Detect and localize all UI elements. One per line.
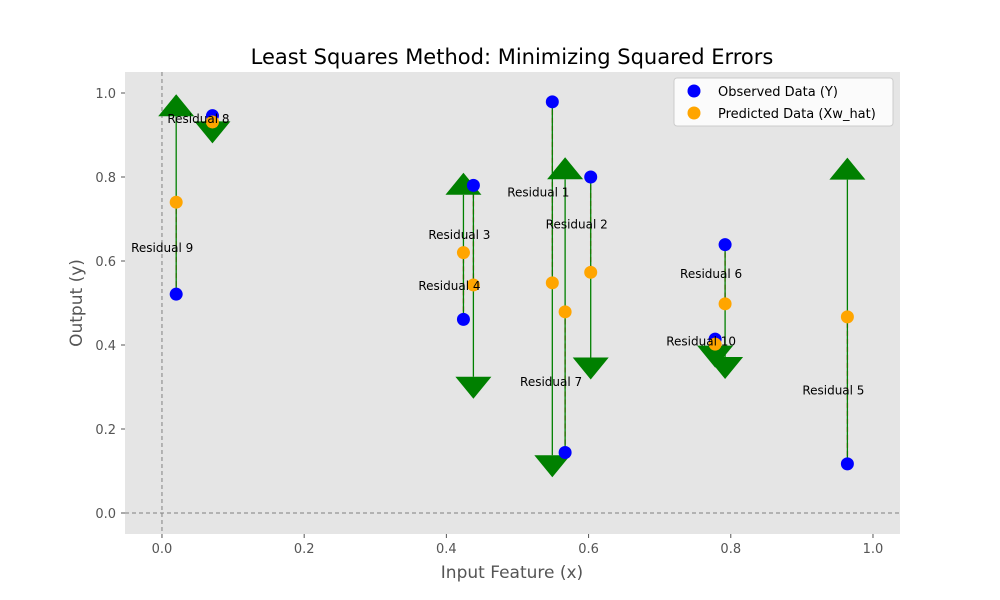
residual-label: Residual 5 [802,383,864,397]
residual-label: Residual 1 [507,185,569,199]
y-tick-label: 1.0 [95,87,116,102]
residual-label: Residual 10 [666,335,736,349]
residual-label: Residual 9 [131,241,193,255]
predicted-point [558,305,572,319]
plot-area [125,72,900,534]
observed-point [169,287,183,301]
residual-arrow-head [534,455,571,478]
chart-title: Least Squares Method: Minimizing Squared… [251,45,774,69]
predicted-point [584,265,598,279]
predicted-point [466,278,480,292]
legend-predicted-marker [687,106,701,120]
residual-label: Residual 4 [418,279,480,293]
predicted-point [840,310,854,324]
observed-point [584,170,598,184]
legend-entry-label: Observed Data (Y) [718,85,838,100]
y-tick-label: 0.4 [95,339,116,354]
y-tick-label: 0.8 [95,171,116,186]
x-axis-label: Input Feature (x) [441,563,583,583]
observed-point [456,312,470,326]
residual-arrow-head [572,357,609,380]
x-tick-label: 0.6 [578,542,599,557]
residual-label: Residual 6 [680,267,742,281]
residual-label: Residual 3 [428,228,490,242]
residual-arrow-head [194,121,231,144]
x-tick-label: 0.8 [720,542,741,557]
legend-box [673,77,894,127]
observed-point [545,95,559,109]
legend-entry-label: Predicted Data (Xw_hat) [718,107,876,122]
legend: Observed Data (Y) Predicted Data (Xw_hat) [673,77,894,127]
x-axis-ticks: 0.0 0.2 0.4 0.6 0.8 1.0 [152,534,884,557]
observed-point [466,178,480,192]
y-axis-ticks: 0.0 0.2 0.4 0.6 0.8 1.0 [95,87,125,522]
residual-arrow-head [158,94,195,117]
residual-label: Residual 2 [546,218,608,232]
residual-arrow-head [829,157,866,180]
predicted-point [169,195,183,209]
x-tick-label: 0.4 [436,542,457,557]
x-tick-label: 0.2 [294,542,315,557]
y-tick-label: 0.6 [95,255,116,270]
residual-arrow-head [455,376,492,399]
residual-label: Residual 7 [520,375,582,389]
legend-observed-marker [687,84,701,98]
observed-point [840,457,854,471]
y-tick-label: 0.0 [95,507,116,522]
predicted-point [718,297,732,311]
predicted-point [205,115,219,129]
residual-arrow-head [697,345,734,368]
residual-labels: Residual 1 Residual 2 Residual 3 Residual 4… [131,112,864,398]
residual-arrow-head [547,157,584,180]
y-axis-label: Output (y) [67,259,87,347]
residual-label: Residual 8 [167,112,229,126]
x-tick-label: 1.0 [863,542,884,557]
predicted-point [708,337,722,351]
reference-lines [125,72,900,534]
y-tick-label: 0.2 [95,423,116,438]
data-points [169,95,854,471]
x-tick-label: 0.0 [152,542,173,557]
observed-point [718,238,732,252]
predicted-point [545,276,559,290]
observed-point [558,446,572,460]
predicted-point [456,246,470,260]
